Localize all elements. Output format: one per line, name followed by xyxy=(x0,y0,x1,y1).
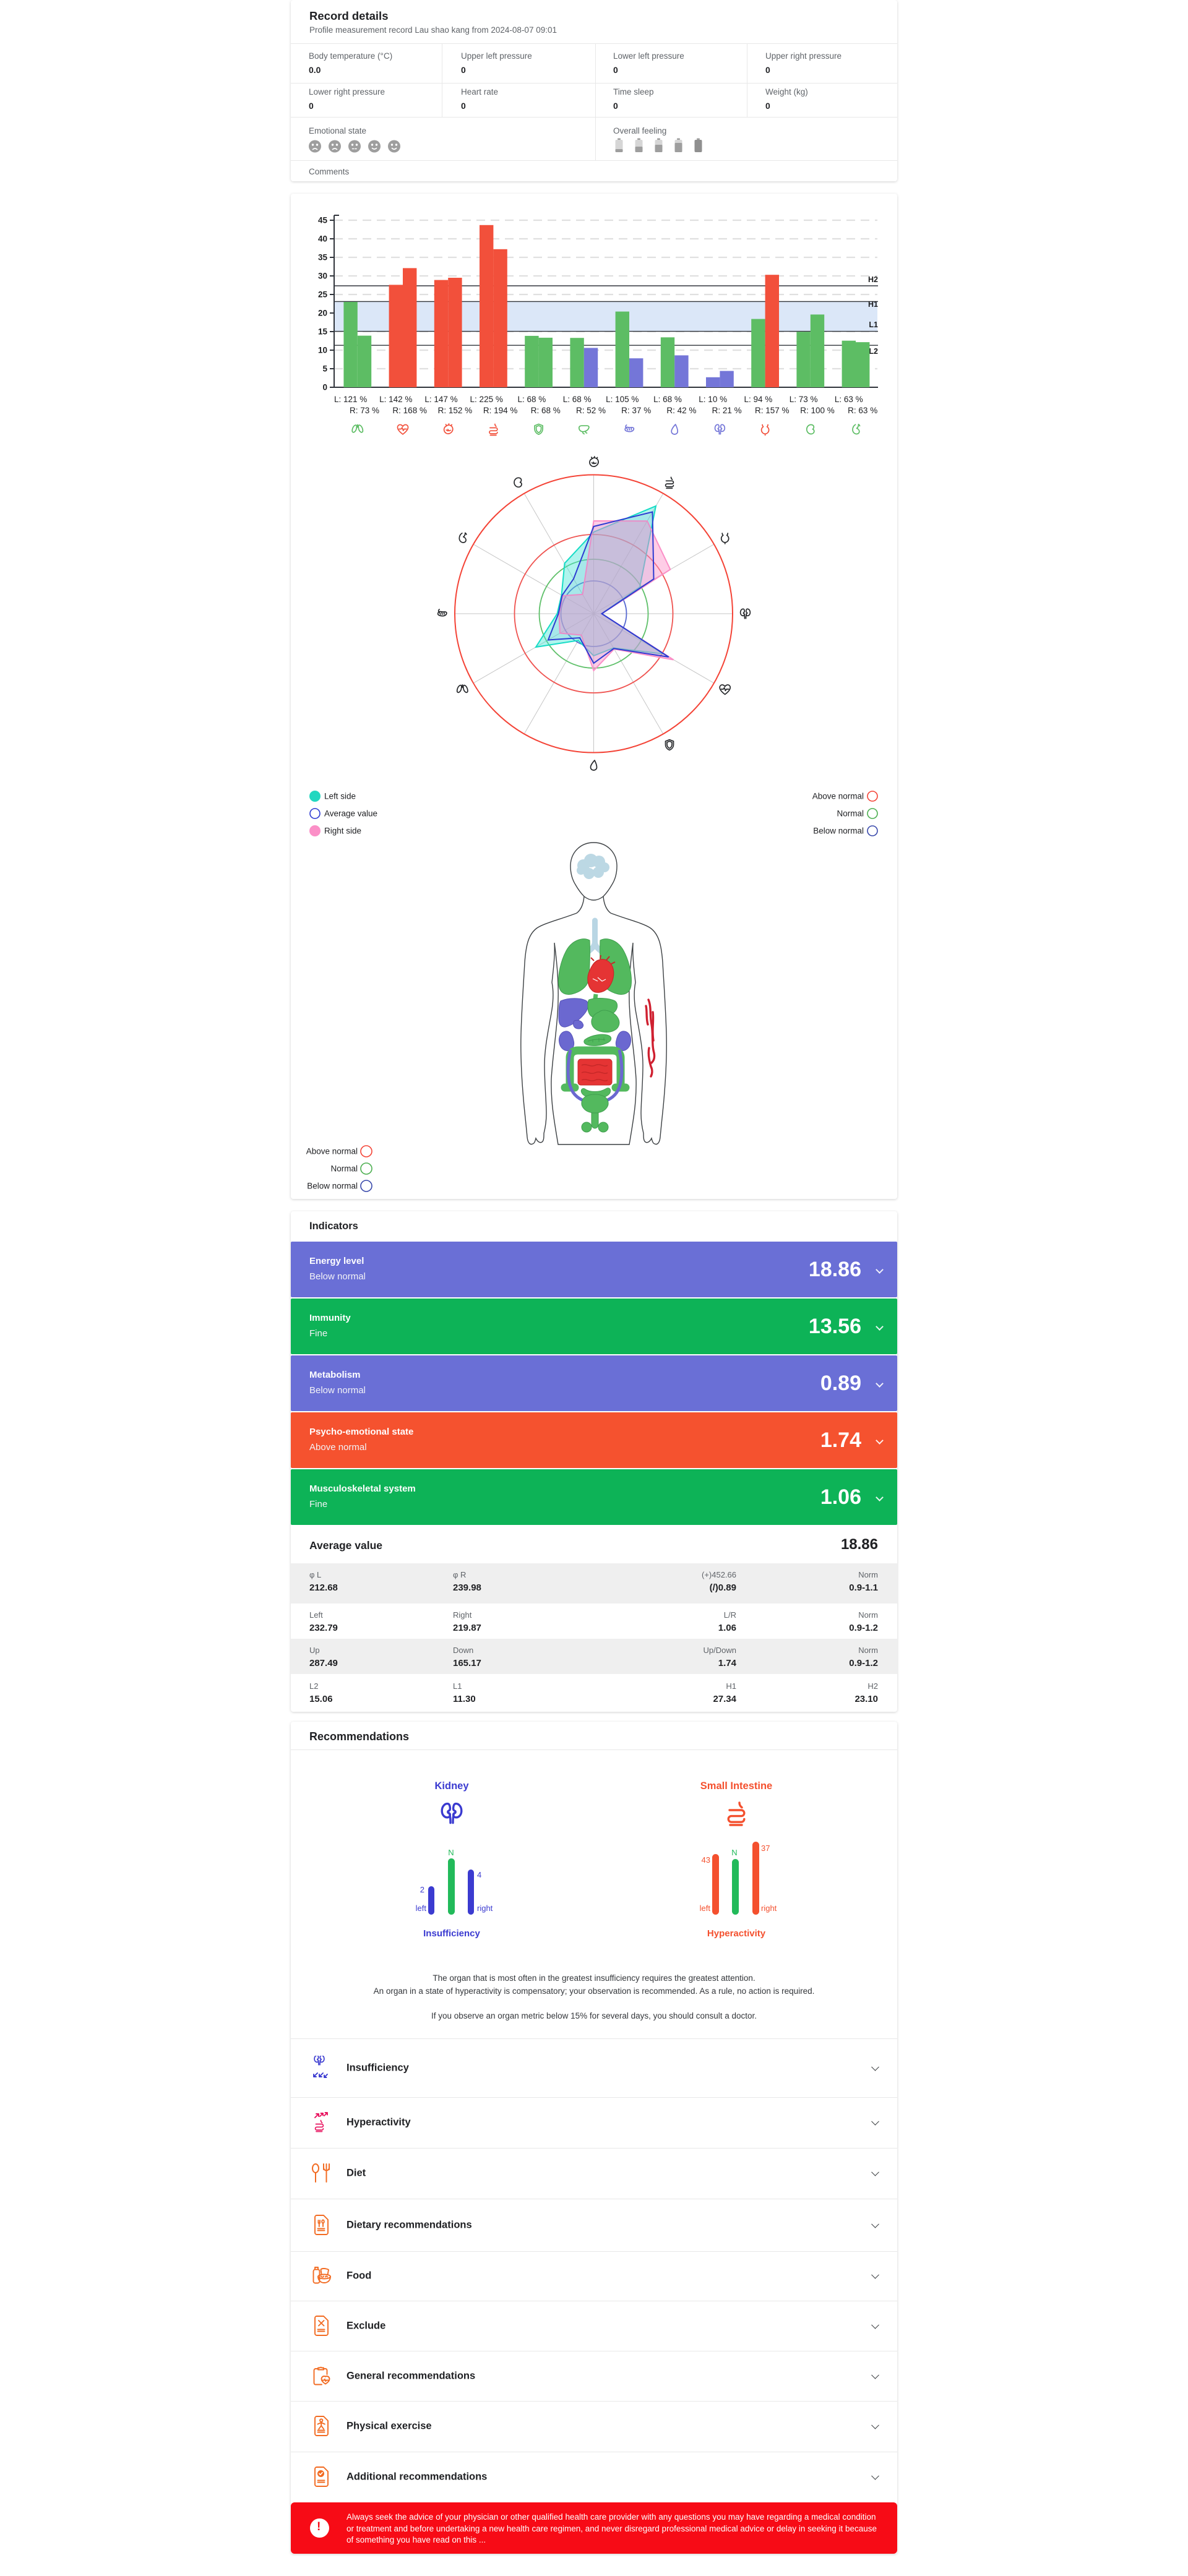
svg-text:L: 63 %: L: 63 % xyxy=(835,395,863,404)
svg-text:Average value: Average value xyxy=(324,809,377,818)
svg-text:L: 225 %: L: 225 % xyxy=(470,395,503,404)
svg-text:H1: H1 xyxy=(868,300,878,309)
svg-text:30: 30 xyxy=(318,272,327,281)
svg-text:Above normal: Above normal xyxy=(306,1147,358,1156)
svg-text:L: 121 %: L: 121 % xyxy=(334,395,367,404)
svg-text:Below normal: Below normal xyxy=(307,1182,358,1191)
svg-text:10: 10 xyxy=(318,346,327,355)
svg-text:Right side: Right side xyxy=(324,826,361,836)
svg-text:L: 147 %: L: 147 % xyxy=(424,395,457,404)
svg-text:R: 168 %: R: 168 % xyxy=(392,406,427,415)
svg-text:20: 20 xyxy=(318,309,327,318)
svg-text:H2: H2 xyxy=(868,275,878,284)
svg-text:Normal: Normal xyxy=(837,809,864,818)
svg-text:R: 63 %: R: 63 % xyxy=(848,406,877,415)
svg-text:Above normal: Above normal xyxy=(812,792,864,801)
svg-text:35: 35 xyxy=(318,253,328,262)
svg-text:25: 25 xyxy=(318,290,328,299)
svg-text:L: 68 %: L: 68 % xyxy=(563,395,592,404)
svg-text:R: 194 %: R: 194 % xyxy=(483,406,518,415)
svg-text:Left side: Left side xyxy=(324,792,356,801)
svg-text:L: 142 %: L: 142 % xyxy=(379,395,412,404)
svg-text:L1: L1 xyxy=(869,320,878,329)
svg-text:Below normal: Below normal xyxy=(813,826,864,836)
svg-text:R: 73 %: R: 73 % xyxy=(350,406,379,415)
svg-text:R: 157 %: R: 157 % xyxy=(755,406,790,415)
svg-text:Normal: Normal xyxy=(330,1164,358,1174)
svg-text:45: 45 xyxy=(318,216,328,225)
svg-text:R: 152 %: R: 152 % xyxy=(438,406,473,415)
svg-text:5: 5 xyxy=(322,364,327,374)
svg-text:R: 21 %: R: 21 % xyxy=(712,406,742,415)
svg-text:L: 68 %: L: 68 % xyxy=(653,395,682,404)
svg-text:R: 52 %: R: 52 % xyxy=(576,406,606,415)
svg-text:L2: L2 xyxy=(869,347,878,356)
svg-text:L: 94 %: L: 94 % xyxy=(744,395,773,404)
svg-text:L: 105 %: L: 105 % xyxy=(606,395,639,404)
svg-text:L: 68 %: L: 68 % xyxy=(518,395,546,404)
svg-text:R: 42 %: R: 42 % xyxy=(666,406,696,415)
svg-text:L: 73 %: L: 73 % xyxy=(790,395,818,404)
svg-text:R: 100 %: R: 100 % xyxy=(800,406,835,415)
svg-text:0: 0 xyxy=(322,383,327,392)
svg-text:L: 10 %: L: 10 % xyxy=(699,395,727,404)
svg-text:R: 68 %: R: 68 % xyxy=(531,406,561,415)
svg-text:R: 37 %: R: 37 % xyxy=(621,406,651,415)
svg-text:15: 15 xyxy=(318,327,328,337)
svg-text:40: 40 xyxy=(318,234,327,244)
